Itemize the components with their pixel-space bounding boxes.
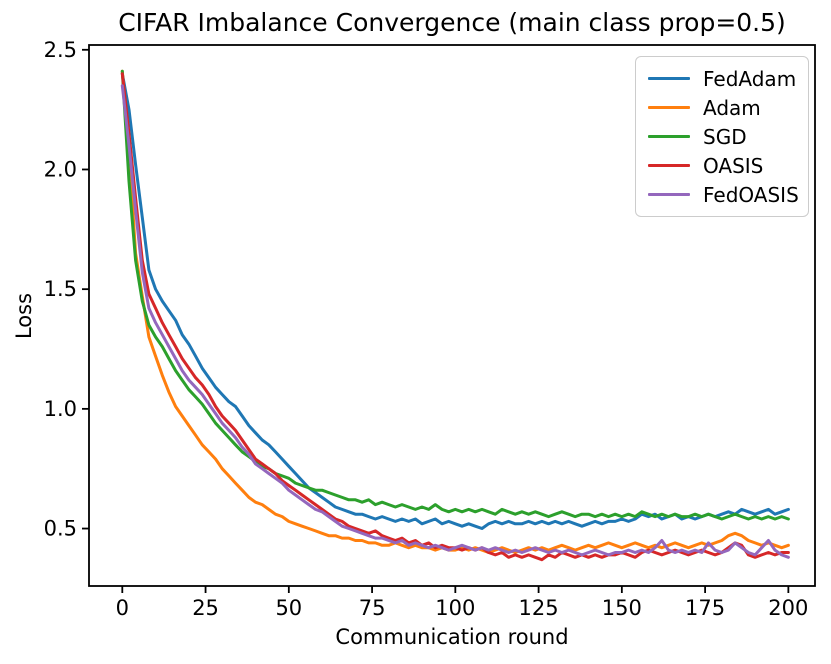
legend-item-sgd: SGD <box>648 122 796 151</box>
y-tick-label: 2.5 <box>44 38 77 62</box>
series-line-sgd <box>120 69 790 521</box>
x-tick-label: 175 <box>685 596 725 620</box>
legend-label-adam: Adam <box>703 95 761 120</box>
legend-swatch-sgd <box>648 134 690 139</box>
legend-swatch-adam <box>648 105 690 110</box>
legend-item-fedoasis: FedOASIS <box>648 180 799 209</box>
legend-label-fedadam: FedAdam <box>703 66 797 91</box>
legend: FedAdam Adam SGD OASIS FedOASIS <box>635 56 809 217</box>
axes-frame <box>88 44 816 587</box>
legend-label-oasis: OASIS <box>703 153 764 178</box>
x-tick-label: 75 <box>359 596 386 620</box>
x-tick-label: 25 <box>192 596 219 620</box>
y-tick-label: 2.0 <box>44 157 77 181</box>
legend-label-fedoasis: FedOASIS <box>703 182 799 207</box>
x-tick-label: 125 <box>519 596 559 620</box>
series-line-adam <box>120 69 790 554</box>
x-tick-label: 150 <box>602 596 642 620</box>
x-tick-label: 0 <box>116 596 129 620</box>
series-line-fedoasis <box>120 84 790 559</box>
y-tick-label: 1.0 <box>44 397 77 421</box>
x-tick-label: 100 <box>435 596 475 620</box>
legend-item-oasis: OASIS <box>648 151 796 180</box>
x-tick-label: 50 <box>275 596 302 620</box>
legend-swatch-fedoasis <box>648 192 690 197</box>
chart-title: CIFAR Imbalance Convergence (main class … <box>118 8 786 37</box>
legend-swatch-oasis <box>648 163 690 168</box>
legend-item-fedadam: FedAdam <box>648 64 796 93</box>
legend-item-adam: Adam <box>648 93 796 122</box>
y-tick-label: 1.5 <box>44 277 77 301</box>
x-axis-label: Communication round <box>335 625 569 649</box>
y-tick-label: 0.5 <box>44 517 77 541</box>
legend-label-sgd: SGD <box>703 124 747 149</box>
legend-swatch-fedadam <box>648 76 690 81</box>
x-tick-label: 200 <box>768 596 808 620</box>
